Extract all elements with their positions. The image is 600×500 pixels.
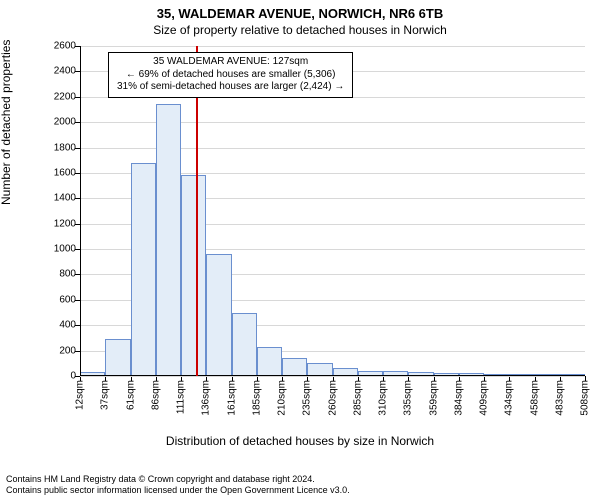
annotation-line: 31% of semi-detached houses are larger (…: [117, 81, 344, 94]
x-tick-label: 136sqm: [201, 376, 212, 416]
footer-line: Contains HM Land Registry data © Crown c…: [6, 474, 350, 485]
y-tick-label: 800: [59, 269, 80, 280]
x-tick-label: 384sqm: [453, 376, 464, 416]
x-tick-label: 86sqm: [150, 376, 161, 410]
figure: { "title": "35, WALDEMAR AVENUE, NORWICH…: [0, 0, 600, 500]
x-tick-label: 310sqm: [378, 376, 389, 416]
x-axis-title: Distribution of detached houses by size …: [0, 434, 600, 448]
y-tick-label: 1000: [54, 244, 80, 255]
grid-line: [80, 376, 585, 377]
y-axis-title: Number of detached properties: [0, 40, 13, 205]
x-tick-label: 335sqm: [403, 376, 414, 416]
x-tick-label: 185sqm: [251, 376, 262, 416]
x-tick-label: 458sqm: [529, 376, 540, 416]
x-axis-line: [80, 375, 585, 376]
x-tick-label: 508sqm: [580, 376, 591, 416]
y-tick-label: 1200: [54, 218, 80, 229]
histogram-bar: [282, 358, 307, 376]
y-tick-label: 1600: [54, 167, 80, 178]
annotation-box: 35 WALDEMAR AVENUE: 127sqm ← 69% of deta…: [108, 52, 353, 98]
x-tick-label: 285sqm: [352, 376, 363, 416]
annotation-line: 35 WALDEMAR AVENUE: 127sqm: [117, 56, 344, 69]
y-tick-label: 600: [59, 294, 80, 305]
page-subtitle: Size of property relative to detached ho…: [0, 21, 600, 37]
x-tick-label: 37sqm: [100, 376, 111, 410]
page-title: 35, WALDEMAR AVENUE, NORWICH, NR6 6TB: [0, 0, 600, 21]
y-axis-line: [80, 46, 81, 376]
x-tick-label: 359sqm: [428, 376, 439, 416]
histogram-bar: [105, 339, 130, 376]
footer-line: Contains public sector information licen…: [6, 485, 350, 496]
x-tick-label: 210sqm: [277, 376, 288, 416]
histogram-bar: [181, 175, 206, 376]
histogram-bar: [156, 104, 181, 376]
x-tick-label: 61sqm: [125, 376, 136, 410]
x-tick-label: 483sqm: [554, 376, 565, 416]
y-tick-label: 2000: [54, 117, 80, 128]
x-tick-label: 409sqm: [479, 376, 490, 416]
histogram-bar: [232, 313, 257, 376]
histogram-bar: [206, 254, 231, 376]
y-tick-label: 2600: [54, 41, 80, 52]
y-tick-label: 2400: [54, 66, 80, 77]
histogram-bar: [257, 347, 282, 376]
grid-line: [80, 46, 585, 47]
x-tick-label: 161sqm: [226, 376, 237, 416]
y-tick-label: 1400: [54, 193, 80, 204]
y-tick-label: 200: [59, 345, 80, 356]
x-tick-label: 12sqm: [75, 376, 86, 410]
x-tick-label: 111sqm: [176, 376, 187, 414]
histogram-bar: [131, 163, 156, 376]
attribution-footer: Contains HM Land Registry data © Crown c…: [6, 474, 350, 496]
y-tick-label: 400: [59, 320, 80, 331]
x-tick-label: 260sqm: [327, 376, 338, 416]
annotation-line: ← 69% of detached houses are smaller (5,…: [117, 69, 344, 82]
x-tick-label: 434sqm: [504, 376, 515, 416]
x-tick-label: 235sqm: [302, 376, 313, 416]
y-tick-label: 2200: [54, 91, 80, 102]
y-tick-label: 1800: [54, 142, 80, 153]
